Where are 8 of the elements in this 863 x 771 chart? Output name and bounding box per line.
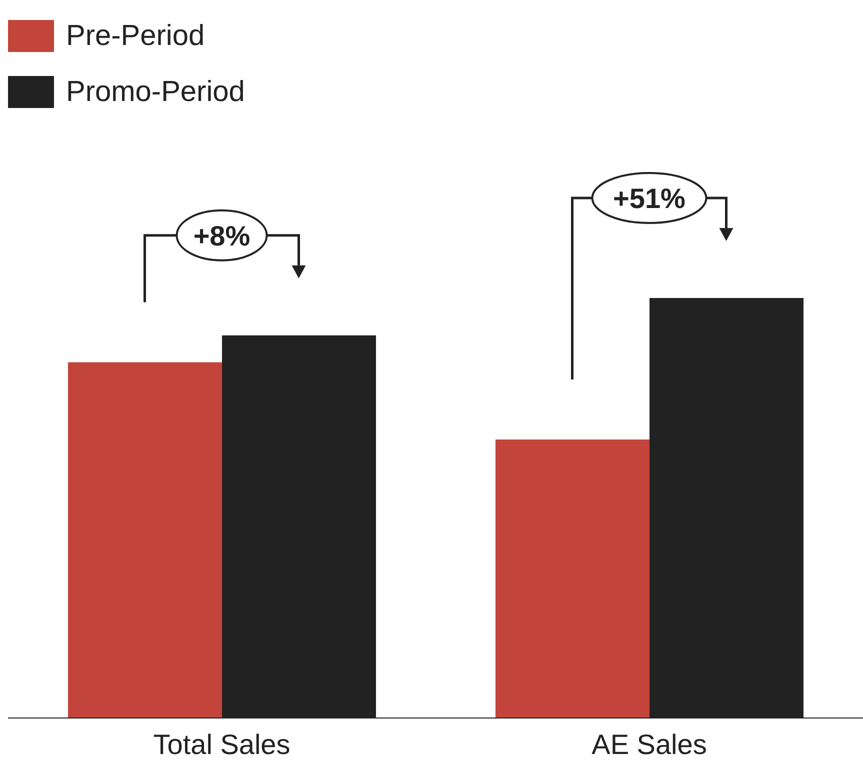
x-tick-label: AE Sales <box>592 728 707 760</box>
legend-label: Pre-Period <box>66 20 205 52</box>
bar <box>68 362 222 718</box>
text: +51% <box>613 183 686 214</box>
x-tick-label: Total Sales <box>153 728 290 760</box>
bar <box>496 440 650 718</box>
text: +8% <box>193 220 250 252</box>
legend-label: Promo-Period <box>66 76 245 108</box>
